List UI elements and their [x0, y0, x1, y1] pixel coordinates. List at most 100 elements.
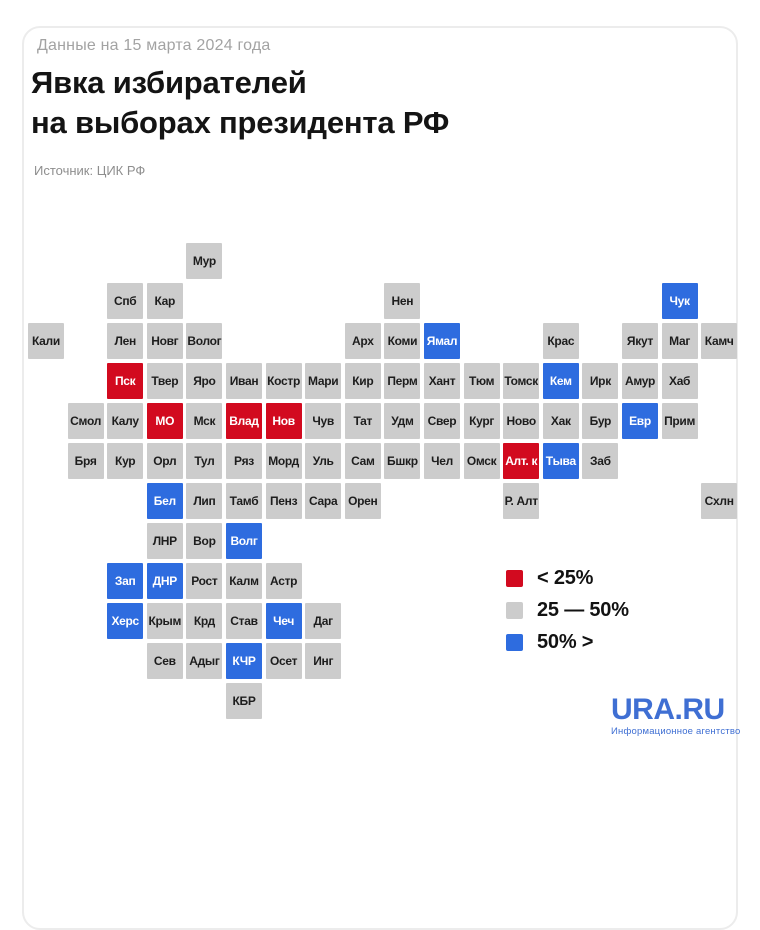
region-tile: Арх [344, 323, 381, 359]
legend-label-low: < 25% [537, 567, 594, 589]
region-tile: Бря [67, 443, 104, 479]
region-tile: Ирк [582, 363, 619, 399]
region-tile: Удм [384, 403, 421, 439]
source-label: Источник: ЦИК РФ [34, 163, 146, 178]
legend-swatch-mid [506, 602, 523, 619]
region-tile: Коми [384, 323, 421, 359]
legend-label-high: 50% > [537, 631, 594, 653]
region-tile: Мари [305, 363, 342, 399]
region-tile: Пск [107, 363, 144, 399]
region-tile: КЧР [226, 643, 262, 679]
region-tile: КБР [226, 683, 262, 719]
region-tile: Сара [305, 483, 342, 519]
region-tile: Омск [463, 443, 500, 479]
region-tile: Даг [305, 603, 342, 639]
region-tile: Мск [186, 403, 223, 439]
region-tile: Волог [186, 323, 223, 359]
legend-swatch-low [506, 570, 523, 587]
region-tile: Сев [146, 643, 183, 679]
region-tile: Хаб [661, 363, 698, 399]
region-tile: Лип [186, 483, 223, 519]
region-tile: Став [226, 603, 262, 639]
region-tile: Мур [186, 243, 223, 279]
ura-ru-logo: URA.RU Информационное агентство [611, 693, 741, 738]
region-tile: Заб [582, 443, 619, 479]
region-tile: Р. Алт [503, 483, 540, 519]
region-tile: Смол [67, 403, 104, 439]
region-tile: Орен [344, 483, 381, 519]
region-tile: Кур [107, 443, 144, 479]
region-tile: Крым [146, 603, 183, 639]
region-tile: Тамб [226, 483, 262, 519]
region-tile: Уль [305, 443, 342, 479]
region-tile: Калм [226, 563, 262, 599]
region-tile: Ямал [424, 323, 460, 359]
region-tile: Тат [344, 403, 381, 439]
legend-item-mid: 25 — 50% [506, 599, 629, 621]
region-tile: Амур [622, 363, 658, 399]
region-tile: Волг [226, 523, 262, 559]
region-tile: Калу [107, 403, 144, 439]
region-tile: Адыг [186, 643, 223, 679]
region-tile: Осет [265, 643, 302, 679]
legend: < 25% 25 — 50% 50% > [506, 567, 629, 666]
region-tile: Маг [661, 323, 698, 359]
region-tile: Томск [503, 363, 540, 399]
region-tile: Свер [424, 403, 460, 439]
region-tile: Бел [146, 483, 183, 519]
region-tile: Бур [582, 403, 619, 439]
region-tile: Крас [542, 323, 579, 359]
region-tile: Тыва [542, 443, 579, 479]
region-tile: Кали [28, 323, 64, 359]
region-tile: Влад [226, 403, 262, 439]
region-tile: Кем [542, 363, 579, 399]
region-tile: Якут [622, 323, 658, 359]
region-tile: МО [146, 403, 183, 439]
legend-swatch-high [506, 634, 523, 651]
ura-ru-logo-text: URA.RU [611, 693, 725, 726]
region-tile: Тул [186, 443, 223, 479]
region-tile: Хант [424, 363, 460, 399]
region-tile: Спб [107, 283, 144, 319]
region-tile: Бшкр [384, 443, 421, 479]
region-tile: Яро [186, 363, 223, 399]
region-tile: Новг [146, 323, 183, 359]
region-tile: Алт. к [503, 443, 540, 479]
region-tile: Нов [265, 403, 302, 439]
region-tile: Нен [384, 283, 421, 319]
region-tile: Вор [186, 523, 223, 559]
tile-grid: Мур Спб Кар Нен Чук Кали Лен Новг Волог Арх Коми Ям… [28, 243, 744, 723]
region-tile: Рост [186, 563, 223, 599]
region-tile: Кар [146, 283, 183, 319]
region-tile: Кир [344, 363, 381, 399]
region-tile: Инг [305, 643, 342, 679]
region-tile: Ново [503, 403, 540, 439]
legend-item-high: 50% > [506, 631, 629, 653]
region-tile: Орл [146, 443, 183, 479]
region-tile: Херс [107, 603, 144, 639]
region-tile: Чел [424, 443, 460, 479]
region-tile: Схлн [701, 483, 738, 519]
page-title-line1: Явка избирателей [31, 65, 307, 100]
region-tile: ЛНР [146, 523, 183, 559]
region-tile: Лен [107, 323, 144, 359]
region-tile: Хак [542, 403, 579, 439]
region-tile: Тюм [463, 363, 500, 399]
region-tile: Костр [265, 363, 302, 399]
region-tile: Крд [186, 603, 223, 639]
region-tile: Иван [226, 363, 262, 399]
region-tile: Чув [305, 403, 342, 439]
date-label: Данные на 15 марта 2024 года [37, 37, 271, 54]
page-title: Явка избирателей на выборах президента Р… [31, 63, 449, 143]
region-tile: Ряз [226, 443, 262, 479]
region-tile: Прим [661, 403, 698, 439]
region-tile: ДНР [146, 563, 183, 599]
region-tile: Астр [265, 563, 302, 599]
region-tile: Твер [146, 363, 183, 399]
region-tile: Пенз [265, 483, 302, 519]
region-tile: Кург [463, 403, 500, 439]
region-tile: Евр [622, 403, 658, 439]
page-title-line2: на выборах президента РФ [31, 105, 450, 140]
ura-ru-tagline: Информационное агентство [611, 726, 741, 737]
region-tile: Сам [344, 443, 381, 479]
